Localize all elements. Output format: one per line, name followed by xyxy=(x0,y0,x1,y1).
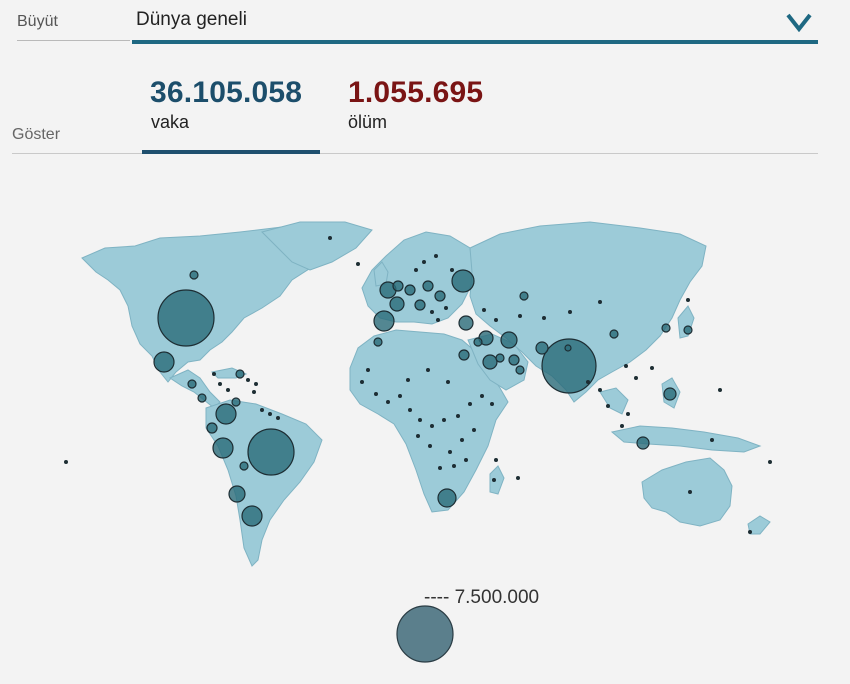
bubble-chile xyxy=(228,485,246,503)
bubble-netherlands xyxy=(392,280,404,292)
bubble-india xyxy=(541,338,597,394)
bubble-bangladesh xyxy=(535,341,549,355)
bubble-kuwait xyxy=(495,353,505,363)
bubble-france xyxy=(389,296,405,312)
bubble-iran xyxy=(500,331,518,349)
chevron-down-icon[interactable] xyxy=(786,12,812,32)
legend-value: ---- 7.500.000 xyxy=(424,587,540,608)
bubble-bolivia xyxy=(239,461,249,471)
bubble-philippines xyxy=(663,387,677,401)
bubble-dominican xyxy=(235,369,245,379)
bubble-russia xyxy=(451,269,475,293)
world-map[interactable] xyxy=(0,200,850,580)
bubble-venezuela xyxy=(231,397,241,407)
bubble-israel xyxy=(473,337,483,347)
madagascar xyxy=(489,465,505,495)
bubble-argentina xyxy=(241,505,263,527)
south-america xyxy=(205,399,323,567)
bubble-korea xyxy=(661,323,671,333)
bubble-ecuador xyxy=(206,422,218,434)
deaths-count: 1.055.695 xyxy=(348,76,484,109)
bubble-turkey xyxy=(458,315,474,331)
bubble-mexico xyxy=(153,351,175,373)
bubble-canada xyxy=(189,270,199,280)
bubble-colombia xyxy=(215,403,237,425)
greenland xyxy=(261,221,373,271)
tab-cases[interactable]: 36.105.058 vaka xyxy=(142,76,320,156)
bubble-guatemala xyxy=(187,379,197,389)
bubble-morocco xyxy=(373,337,383,347)
region-dropdown[interactable]: Dünya geneli xyxy=(132,0,818,46)
uk xyxy=(373,261,389,287)
bubble-kazakhstan xyxy=(519,291,529,301)
zoom-label: Büyüt xyxy=(17,13,58,30)
active-tab-indicator xyxy=(142,150,320,154)
zoom-label-divider xyxy=(17,40,130,41)
bubble-spain xyxy=(373,310,395,332)
show-divider-left xyxy=(12,153,142,154)
bubble-pakistan xyxy=(508,354,520,366)
show-divider-right xyxy=(320,153,818,154)
cases-count: 36.105.058 xyxy=(150,76,303,109)
bubble-ukraine xyxy=(434,290,446,302)
bubble-oman xyxy=(515,365,525,375)
tab-deaths[interactable]: 1.055.695 ölüm xyxy=(340,76,510,156)
deaths-label: ölüm xyxy=(348,112,388,132)
bubble-nepal xyxy=(564,344,572,352)
australia xyxy=(641,457,733,527)
indonesia xyxy=(610,425,762,453)
asia xyxy=(469,221,707,403)
region-dropdown-value: Dünya geneli xyxy=(136,9,247,30)
cases-label: vaka xyxy=(151,112,190,132)
bubble-usa xyxy=(157,289,215,347)
se-asia xyxy=(599,387,629,415)
bubble-indonesia xyxy=(636,436,650,450)
bubble-south-africa xyxy=(437,488,457,508)
bubble-iraq xyxy=(482,354,498,370)
case-bubbles xyxy=(64,236,772,534)
central-america xyxy=(168,369,221,409)
bubble-honduras xyxy=(197,393,207,403)
africa xyxy=(349,329,509,513)
small-country-dots xyxy=(64,236,772,534)
bubble-brazil xyxy=(247,428,295,476)
zoom-row: Büyüt Dünya geneli xyxy=(0,0,850,48)
bubble-china xyxy=(609,329,619,339)
land-masses xyxy=(81,221,771,567)
bubble-germany xyxy=(404,284,416,296)
bubble-peru xyxy=(212,437,234,459)
bubble-egypt xyxy=(458,349,470,361)
bubble-poland xyxy=(422,280,434,292)
bubble-italy xyxy=(414,299,426,311)
bubble-japan xyxy=(683,325,693,335)
region-dropdown-underline xyxy=(132,40,818,44)
legend-bubble xyxy=(396,605,454,663)
show-label: Göster xyxy=(12,126,61,143)
